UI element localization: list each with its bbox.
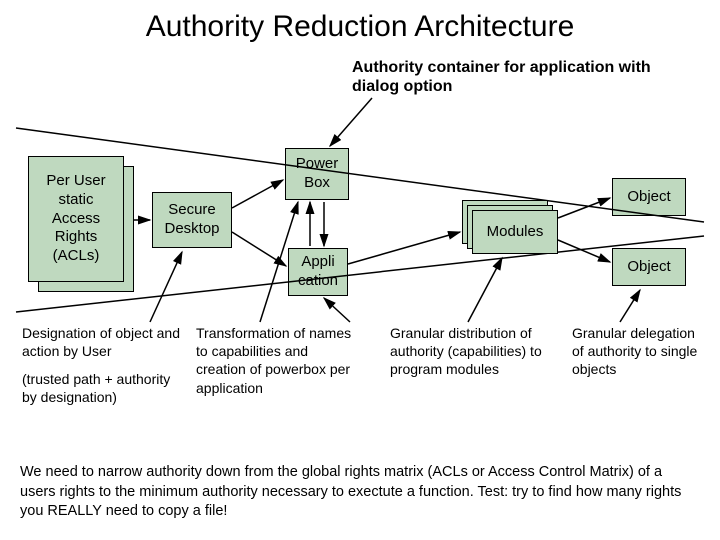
caption-4: Granular delegation of authority to sing…	[572, 324, 702, 379]
caption-1b: (trusted path + authority by designation…	[22, 370, 182, 406]
acls-box: Per User static Access Rights (ACLs)	[28, 156, 124, 282]
power-box: Power Box	[285, 148, 349, 200]
page-title: Authority Reduction Architecture	[0, 10, 720, 44]
caption-1a: Designation of object and action by User	[22, 324, 182, 360]
subtitle-text: Authority container for application with…	[352, 58, 682, 96]
object-top-box: Object	[612, 178, 686, 216]
caption-2: Transformation of names to capabilities …	[196, 324, 356, 397]
modules-box: Modules	[472, 210, 558, 254]
footer-text: We need to narrow authority down from th…	[20, 463, 700, 522]
object-bottom-box: Object	[612, 248, 686, 286]
application-box: Appli cation	[288, 248, 348, 296]
secure-desktop-box: Secure Desktop	[152, 192, 232, 248]
caption-3: Granular distribution of authority (capa…	[390, 324, 550, 379]
